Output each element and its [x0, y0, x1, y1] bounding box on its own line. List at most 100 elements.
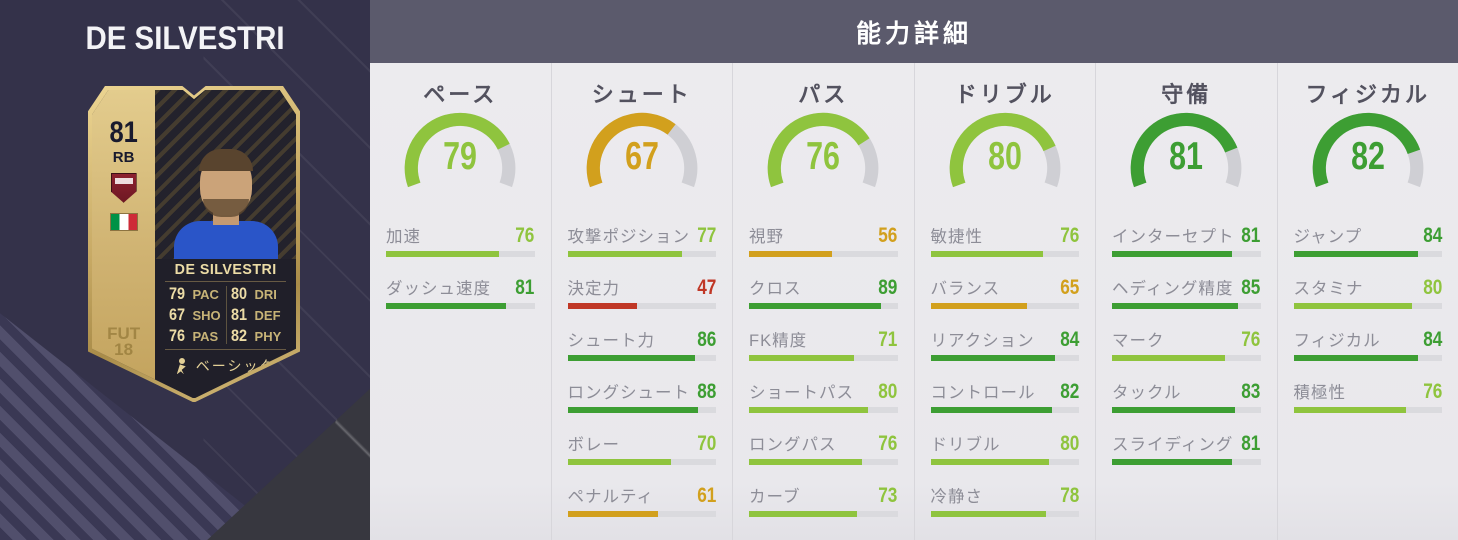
- stat-label: インターセプト: [1112, 228, 1235, 246]
- italy-flag-icon: [109, 212, 138, 231]
- stat-row: マーク 76: [1112, 327, 1261, 361]
- torino-club-crest-icon: [110, 172, 137, 203]
- stat-label: フィジカル: [1293, 332, 1381, 350]
- stat-bar: [1293, 303, 1442, 309]
- category-column-6: フィジカル 82 ジャンプ 84 スタミナ 80 フィジカル 84 積極性 76: [1276, 63, 1458, 540]
- stat-value: 80: [878, 380, 898, 403]
- stat-value: 71: [878, 328, 898, 351]
- stat-bar: [567, 303, 716, 309]
- category-title: ペース: [423, 82, 498, 107]
- stat-row: 加速 76: [386, 223, 535, 257]
- category-gauge: 76: [757, 111, 889, 205]
- stat-bar: [1112, 303, 1261, 309]
- quick-stat: 82 PHY: [230, 326, 282, 346]
- stat-label: 攻撃ポジション: [567, 228, 690, 246]
- stat-row: ロングシュート 88: [567, 379, 716, 413]
- stat-bar: [749, 511, 898, 517]
- category-gauge: 80: [939, 111, 1071, 205]
- player-card[interactable]: 81 RB FUT 18 DE SILVESTRI 79 PAC: [88, 86, 300, 402]
- stat-bar: [930, 303, 1079, 309]
- chemistry-player-icon: [176, 358, 188, 374]
- stat-bar: [567, 251, 716, 257]
- avatar-jersey: [173, 221, 278, 260]
- card-divider: [165, 349, 287, 351]
- stat-label: ボレー: [567, 436, 620, 454]
- card-rating: 81: [109, 115, 138, 149]
- stat-value: 80: [1422, 276, 1442, 299]
- stat-value: 85: [1241, 276, 1261, 299]
- stat-bar: [749, 355, 898, 361]
- stat-value: 80: [1059, 432, 1079, 455]
- quick-stat: 79 PAC: [168, 284, 219, 304]
- stat-row: ヘディング精度 85: [1112, 275, 1261, 309]
- stat-label: タックル: [1112, 384, 1182, 402]
- quick-stat: 76 PAS: [168, 326, 219, 346]
- avatar-beard: [202, 199, 249, 218]
- stat-bar: [930, 355, 1079, 361]
- category-value: 79: [443, 135, 478, 178]
- stat-label: カーブ: [749, 488, 801, 506]
- stat-value: 78: [1059, 484, 1079, 507]
- stat-bar: [567, 511, 716, 517]
- stat-row: ショートパス 80: [749, 379, 898, 413]
- stat-label: マーク: [1112, 332, 1165, 350]
- stat-value: 76: [1422, 380, 1442, 403]
- stat-value: 81: [1241, 224, 1261, 247]
- stat-value: 47: [696, 276, 716, 299]
- stat-bar: [930, 459, 1079, 465]
- stat-row: ロングパス 76: [749, 431, 898, 465]
- stat-value: 88: [696, 380, 716, 403]
- stat-label: リアクション: [930, 332, 1035, 350]
- stat-label: スタミナ: [1293, 280, 1364, 298]
- stat-row: スライディング 81: [1112, 431, 1261, 465]
- stat-bar: [930, 407, 1079, 413]
- stat-label: 視野: [749, 228, 784, 246]
- stat-label: バランス: [930, 280, 1001, 298]
- stat-row: ボレー 70: [567, 431, 716, 465]
- stat-value: 84: [1059, 328, 1079, 351]
- quick-stat: 81 DEF: [230, 305, 281, 325]
- stat-row: 視野 56: [749, 223, 898, 257]
- category-value: 82: [1350, 135, 1385, 178]
- stat-label: ロングパス: [749, 436, 837, 454]
- stat-label: スライディング: [1112, 436, 1234, 454]
- category-column-3: パス 76 視野 56 クロス 89 FK精度 71 ショートパス 80 ロングパス 76 カーブ 73: [732, 63, 914, 540]
- category-value: 76: [806, 135, 841, 178]
- card-left-band: [92, 90, 156, 398]
- stat-label: FK精度: [749, 332, 808, 350]
- stat-value: 81: [1241, 432, 1261, 455]
- stat-bar: [930, 511, 1079, 517]
- stat-row: 敏捷性 76: [930, 223, 1079, 257]
- stat-label: ドリブル: [930, 436, 1001, 454]
- category-column-4: ドリブル 80 敏捷性 76 バランス 65 リアクション 84 コントロール 82 ドリブル 80 冷…: [913, 63, 1096, 540]
- stat-bar: [749, 303, 898, 309]
- category-title: 守備: [1161, 82, 1212, 107]
- stat-row: ペナルティ 61: [567, 483, 716, 517]
- stat-bar: [1112, 459, 1261, 465]
- card-divider: [165, 281, 287, 283]
- stat-row: FK精度 71: [749, 327, 898, 361]
- stat-row: 積極性 76: [1293, 379, 1442, 413]
- stat-label: 決定力: [567, 280, 620, 298]
- stat-bar: [930, 251, 1079, 257]
- stat-label: ショートパス: [749, 384, 854, 402]
- category-gauge: 79: [394, 111, 526, 205]
- stat-value: 73: [878, 484, 898, 507]
- stat-label: 加速: [386, 228, 421, 246]
- stat-label: クロス: [749, 280, 802, 298]
- stat-row: ダッシュ速度 81: [386, 275, 535, 309]
- details-header-title: 能力詳細: [855, 19, 972, 48]
- stat-row: フィジカル 84: [1293, 327, 1442, 361]
- stat-value: 82: [1059, 380, 1079, 403]
- stat-bar: [749, 407, 898, 413]
- stat-row: ドリブル 80: [930, 431, 1079, 465]
- stat-value: 76: [878, 432, 898, 455]
- stat-value: 86: [696, 328, 716, 351]
- stat-value: 89: [878, 276, 898, 299]
- player-photo: [155, 90, 296, 260]
- category-column-5: 守備 81 インターセプト 81 ヘディング精度 85 マーク 76 タックル 83 スライディング…: [1095, 63, 1277, 540]
- stat-label: コントロール: [930, 384, 1036, 402]
- category-column-1: ペース 79 加速 76 ダッシュ速度 81: [370, 63, 551, 540]
- stat-label: 積極性: [1293, 384, 1346, 402]
